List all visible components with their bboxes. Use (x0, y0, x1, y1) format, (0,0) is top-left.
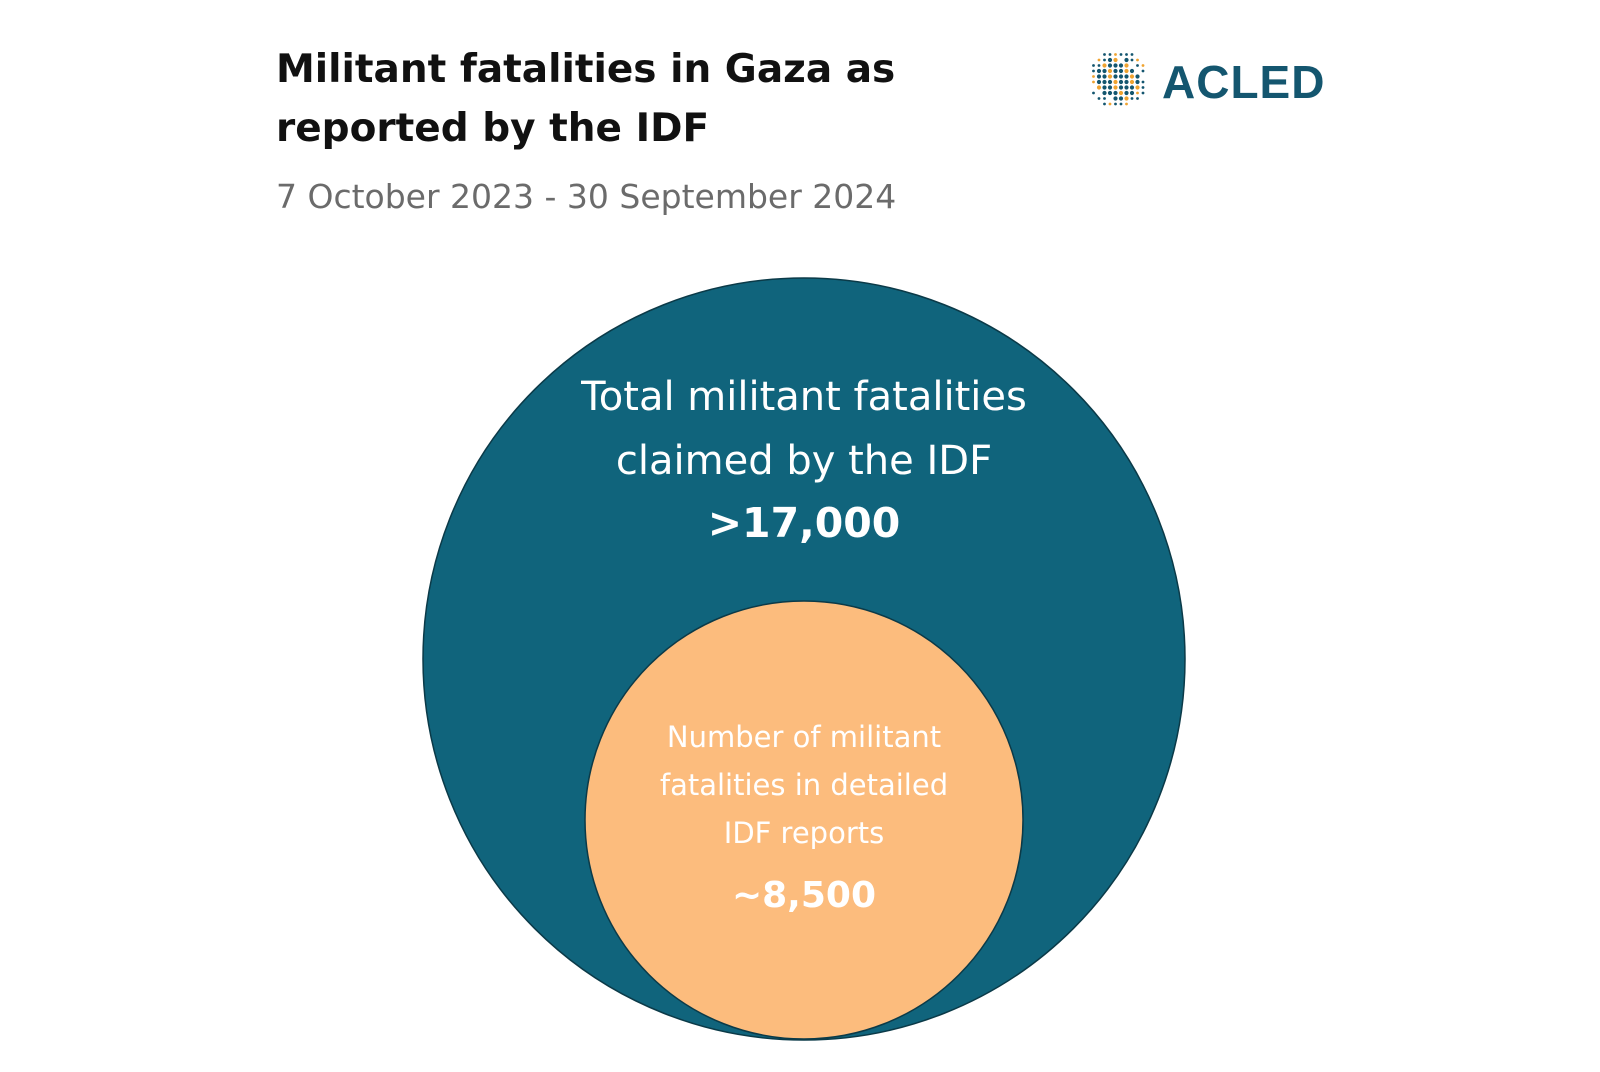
logo-dot (1102, 68, 1107, 74)
logo-dot (1125, 102, 1128, 106)
inner-circle-detailed-reports (584, 600, 1024, 1040)
logo-dot (1107, 74, 1113, 79)
logo-dot (1130, 58, 1134, 62)
logo-dot (1103, 102, 1106, 106)
logo-dot (1103, 53, 1106, 56)
inner-circle-value: ~8,500 (732, 875, 876, 916)
logo-dot (1136, 97, 1139, 100)
logo-dot (1124, 57, 1129, 63)
logo-dot (1129, 85, 1135, 90)
logo-dot (1124, 96, 1129, 101)
logo-dot (1136, 64, 1139, 67)
logo-dot (1119, 53, 1123, 56)
logo-dot (1113, 68, 1118, 74)
logo-dot (1102, 63, 1107, 68)
logo-dot (1124, 68, 1129, 74)
logo-dot (1129, 68, 1135, 74)
logo-dot (1096, 79, 1102, 85)
logo-dot (1092, 69, 1095, 73)
logo-dot (1103, 97, 1106, 100)
logo-dot (1124, 90, 1129, 96)
logo-dot (1107, 68, 1113, 74)
logo-dot (1107, 90, 1113, 96)
logo-dot (1102, 90, 1107, 96)
logo-dot (1096, 68, 1102, 74)
logo-dot (1113, 96, 1118, 101)
logo-dot (1113, 85, 1118, 90)
logo-dot (1107, 57, 1113, 63)
logo-dot (1141, 69, 1145, 73)
logo-dot (1118, 90, 1124, 96)
logo-dot (1113, 63, 1118, 68)
logo-dot (1135, 79, 1140, 85)
logo-dot (1108, 53, 1112, 56)
acled-logo: ACLED (1080, 46, 1340, 116)
logo-dot (1129, 74, 1135, 79)
logo-dot (1102, 74, 1107, 79)
logo-dot (1114, 53, 1117, 56)
chart-subtitle: 7 October 2023 - 30 September 2024 (276, 177, 897, 216)
outer-circle-label-line-1: Total militant fatalities (580, 374, 1027, 420)
logo-dot (1097, 97, 1101, 100)
logo-dot (1129, 79, 1135, 85)
chart-title: Militant fatalities in Gaza as reported … (276, 47, 896, 151)
globe-dots-icon (1092, 53, 1145, 106)
logo-dot (1124, 79, 1129, 85)
outer-circle-label-line-2: claimed by the IDF (616, 438, 992, 484)
logo-dot (1118, 85, 1124, 90)
logo-dot (1107, 85, 1113, 90)
logo-dot (1130, 53, 1134, 56)
logo-dot (1107, 63, 1113, 68)
logo-dot (1124, 74, 1129, 79)
logo-dot (1118, 79, 1124, 85)
logo-dot (1136, 58, 1139, 62)
logo-dot (1103, 58, 1106, 62)
inner-circle-label-line-1: Number of militant (667, 720, 941, 754)
logo-dot (1141, 80, 1145, 84)
logo-dot (1141, 91, 1145, 95)
logo-dot (1124, 85, 1129, 90)
logo-dot (1118, 96, 1124, 101)
logo-dot (1124, 63, 1129, 68)
logo-dot (1097, 58, 1101, 62)
logo-dot (1118, 68, 1124, 74)
logo-dot (1141, 86, 1145, 89)
logo-dot (1092, 80, 1095, 84)
logo-dot (1125, 53, 1128, 56)
logo-dot (1113, 57, 1118, 63)
logo-dot (1119, 102, 1123, 106)
logo-dot (1102, 79, 1107, 85)
logo-dot (1130, 97, 1134, 100)
outer-circle-value: >17,000 (708, 499, 901, 547)
logo-dot (1108, 102, 1112, 106)
logo-dot (1096, 74, 1102, 79)
logo-dot (1118, 63, 1124, 68)
logo-dot (1092, 75, 1095, 78)
logo-dot (1107, 79, 1113, 85)
logo-dot (1136, 91, 1139, 95)
logo-dot (1096, 85, 1102, 90)
logo-dot (1129, 90, 1135, 96)
logo-dot (1141, 64, 1145, 67)
logo-dot (1113, 79, 1118, 85)
logo-dot (1114, 102, 1117, 106)
logo-dot (1113, 74, 1118, 79)
logo-dot (1118, 74, 1124, 79)
logo-dot (1135, 74, 1140, 79)
logo-dot (1092, 64, 1095, 67)
logo-dot (1135, 85, 1140, 90)
inner-circle-label-line-3: IDF reports (724, 816, 884, 850)
logo-dot (1092, 91, 1095, 95)
logo-dot (1097, 64, 1101, 67)
logo-dot (1113, 90, 1118, 96)
logo-dot (1102, 85, 1107, 90)
logo-text: ACLED (1162, 56, 1326, 108)
inner-circle-label-line-2: fatalities in detailed (660, 768, 948, 802)
